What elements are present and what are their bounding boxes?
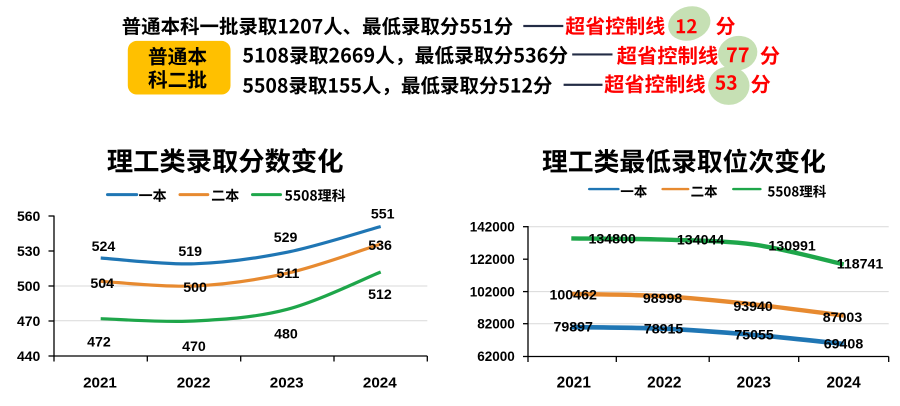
svg-text:102000: 102000 (470, 284, 515, 299)
svg-text:519: 519 (178, 244, 202, 260)
svg-text:500: 500 (17, 278, 41, 294)
svg-text:2023: 2023 (270, 374, 304, 391)
svg-text:2023: 2023 (737, 374, 771, 391)
svg-text:62000: 62000 (477, 349, 515, 364)
svg-text:87003: 87003 (823, 310, 863, 326)
svg-text:69408: 69408 (824, 337, 864, 353)
svg-text:511: 511 (276, 266, 299, 282)
svg-text:551: 551 (371, 206, 395, 222)
svg-text:2021: 2021 (83, 374, 117, 391)
svg-text:470: 470 (182, 339, 206, 355)
svg-text:134044: 134044 (677, 232, 724, 248)
svg-text:2022: 2022 (177, 374, 211, 391)
svg-text:472: 472 (87, 335, 111, 351)
svg-text:524: 524 (92, 239, 116, 255)
svg-text:75055: 75055 (734, 327, 774, 343)
svg-text:560: 560 (17, 208, 41, 224)
svg-text:142000: 142000 (470, 219, 515, 234)
svg-text:79897: 79897 (553, 319, 593, 335)
svg-text:2024: 2024 (826, 374, 861, 391)
svg-text:2024: 2024 (363, 374, 397, 391)
svg-text:536: 536 (368, 238, 392, 254)
svg-text:500: 500 (183, 280, 207, 296)
svg-text:470: 470 (17, 313, 41, 329)
svg-text:93940: 93940 (733, 299, 773, 315)
svg-text:480: 480 (274, 326, 298, 342)
svg-text:130991: 130991 (768, 238, 815, 254)
svg-text:78915: 78915 (644, 322, 684, 338)
svg-text:504: 504 (90, 276, 114, 292)
svg-text:100462: 100462 (550, 287, 597, 303)
svg-text:530: 530 (17, 243, 41, 259)
svg-text:529: 529 (274, 230, 298, 246)
svg-text:512: 512 (368, 287, 392, 303)
svg-text:2021: 2021 (557, 374, 592, 391)
svg-text:82000: 82000 (477, 316, 515, 331)
svg-text:118741: 118741 (837, 257, 884, 273)
svg-text:122000: 122000 (470, 252, 515, 267)
svg-text:98998: 98998 (643, 291, 683, 307)
svg-text:440: 440 (17, 348, 41, 364)
svg-text:2022: 2022 (647, 374, 681, 391)
svg-text:134800: 134800 (589, 232, 636, 248)
